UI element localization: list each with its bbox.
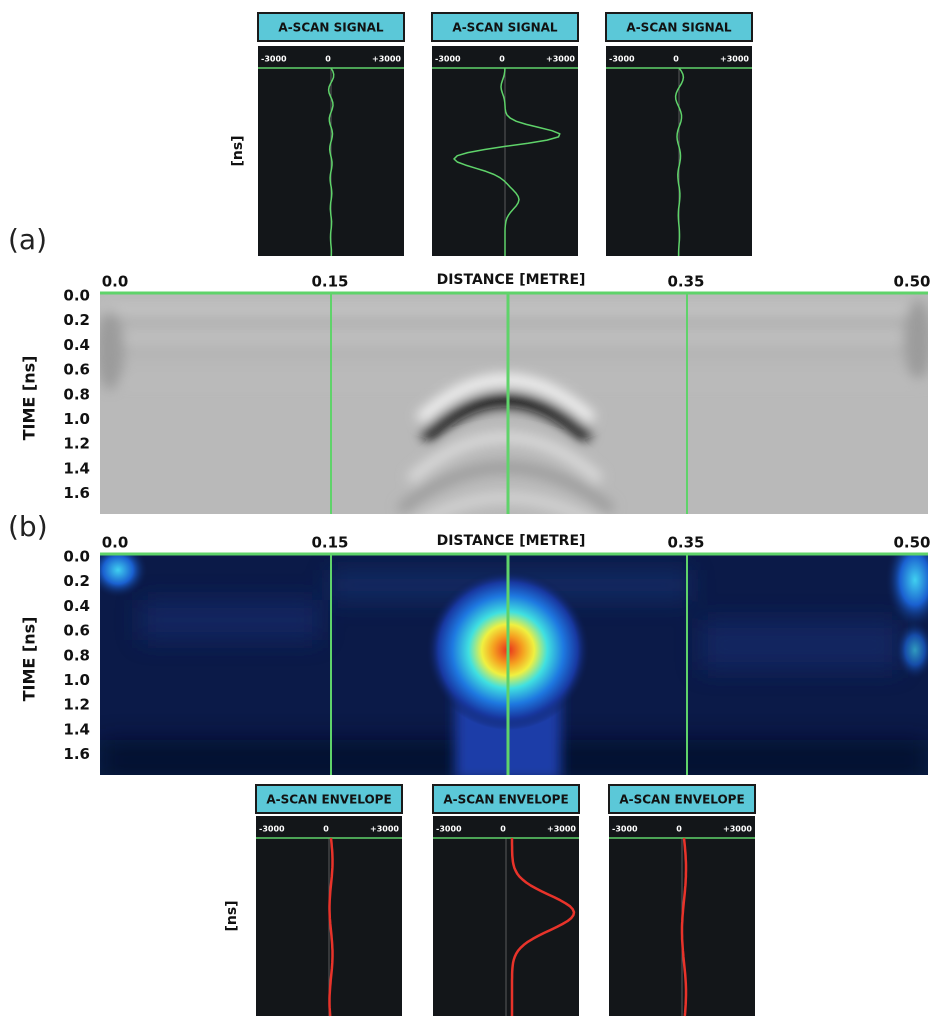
panel-title: A-SCAN ENVELOPE [443,793,568,807]
y-tick-label: 0.0 [63,287,90,305]
trace-curve [327,67,335,257]
trace-curve [328,837,334,1017]
axis-label: -3000 [609,55,635,64]
axis-label: +3000 [370,825,399,834]
trace-curve [674,67,685,256]
y-axis-title: [ns] [230,135,246,166]
y-tick-label: 0.0 [63,548,90,566]
axis-label: -3000 [436,825,462,834]
y-axis-title: [ns] [224,900,240,931]
axis-label: +3000 [546,55,575,64]
y-tick-label: 1.2 [63,435,90,453]
axis-label: -3000 [261,55,287,64]
x-tick-label: 0.0 [102,534,129,552]
axis-label: +3000 [547,825,576,834]
y-tick-label: 0.6 [63,361,90,379]
x-tick-label: 0.35 [667,534,704,552]
panel-title-box [431,12,579,42]
trace-curve [510,838,576,1016]
x-axis-title: DISTANCE [METRE] [437,533,586,549]
x-tick-label: 0.0 [102,273,129,291]
y-tick-label: 0.4 [63,336,90,354]
panel-title-box [608,784,756,814]
y-tick-label: 0.4 [63,597,90,615]
axis-label: +3000 [372,55,401,64]
panel-title-box [605,12,753,42]
axis-label: 0 [673,55,679,64]
x-tick-label: 0.50 [893,273,930,291]
trace-curve [680,837,688,1017]
y-tick-label: 0.2 [63,572,90,590]
panel-title: A-SCAN SIGNAL [278,21,384,35]
y-tick-label: 1.6 [63,484,90,502]
axis-label: 0 [325,55,331,64]
x-tick-label: 0.50 [893,534,930,552]
y-tick-label: 1.6 [63,745,90,763]
envelope-image [100,554,928,775]
panel-title: A-SCAN SIGNAL [452,21,558,35]
x-tick-label: 0.15 [311,273,348,291]
axis-label: 0 [676,825,682,834]
bscan-image [100,293,928,514]
y-tick-label: 1.4 [63,459,90,477]
axis-label: 0 [499,55,505,64]
axis-label: 0 [323,825,329,834]
trace-curve [453,67,561,256]
panel-label: (a) [8,223,47,256]
axis-label: -3000 [259,825,285,834]
axis-label: +3000 [723,825,752,834]
x-tick-label: 0.15 [311,534,348,552]
y-tick-label: 1.4 [63,720,90,738]
panel-title: A-SCAN ENVELOPE [266,793,391,807]
y-axis-title: TIME [ns] [20,617,39,702]
x-axis-title: DISTANCE [METRE] [437,272,586,288]
panel-title: A-SCAN ENVELOPE [619,793,744,807]
y-axis-title: TIME [ns] [20,356,39,441]
axis-label: -3000 [612,825,638,834]
panel-label: (b) [8,510,48,543]
axis-label: 0 [500,825,506,834]
y-tick-label: 1.0 [63,410,90,428]
y-tick-label: 1.2 [63,696,90,714]
axis-label: +3000 [720,55,749,64]
panel-title-box [432,784,580,814]
y-tick-label: 1.0 [63,671,90,689]
y-tick-label: 0.6 [63,622,90,640]
panel-title: A-SCAN SIGNAL [626,21,732,35]
x-tick-label: 0.35 [667,273,704,291]
y-tick-label: 0.8 [63,385,90,403]
y-tick-label: 0.8 [63,646,90,664]
panel-title-box [255,784,403,814]
panel-title-box [257,12,405,42]
axis-label: -3000 [435,55,461,64]
y-tick-label: 0.2 [63,311,90,329]
